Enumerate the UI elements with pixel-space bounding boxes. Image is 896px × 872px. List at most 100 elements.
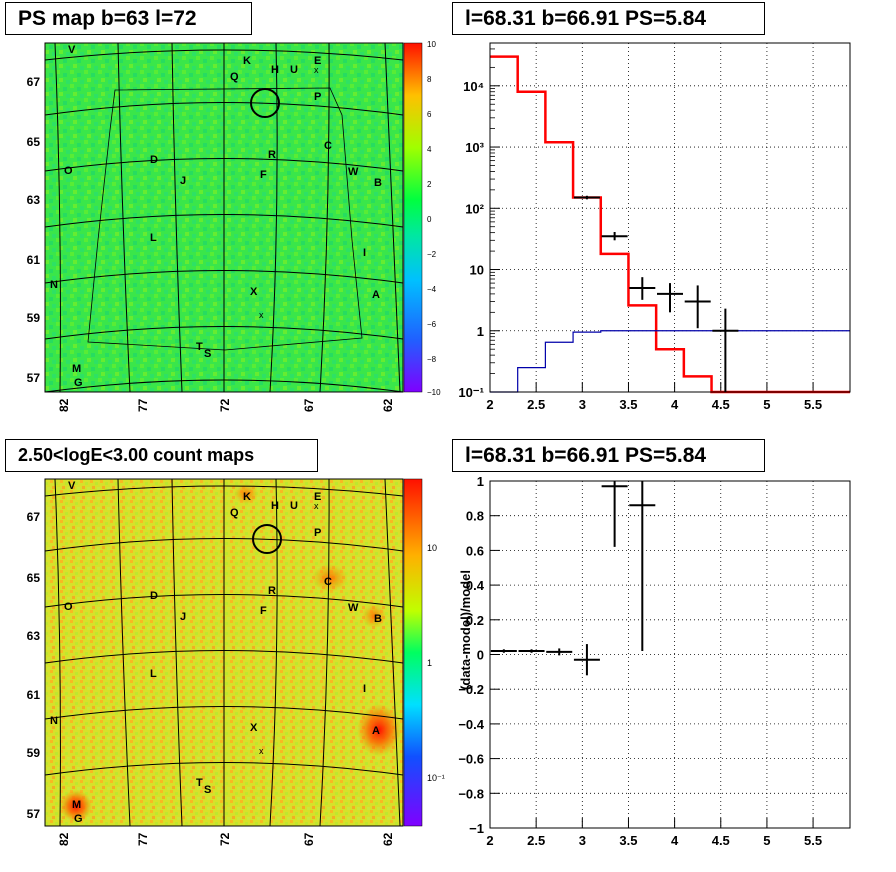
- map-y-ticks: 67 65 63 61 59 57: [27, 510, 41, 821]
- source-label: O: [64, 601, 73, 613]
- spectrum-y-ticks: 10⁻¹ 1 10 10² 10³ 10⁴: [458, 79, 484, 400]
- x-tick-label: 67: [302, 832, 316, 846]
- colorbar-tick-label: −8: [427, 355, 437, 364]
- colorbar-tick-label: 10: [427, 40, 436, 49]
- source-label: D: [150, 154, 158, 166]
- count-map-panel: V K E Q H U P O D B J F R C W L I N X A …: [27, 478, 445, 846]
- map-grid: [44, 478, 404, 827]
- x-tick-label: 2: [486, 397, 493, 412]
- y-tick-label: 57: [27, 807, 41, 821]
- source-label: X: [250, 722, 258, 734]
- ratio-grid: [489, 480, 850, 829]
- source-label: O: [64, 165, 73, 177]
- ps-map-panel: V K E Q H U P O D B J F R C W L I N X A …: [27, 40, 441, 412]
- x-tick-label: 62: [381, 832, 395, 846]
- source-label: U: [290, 64, 298, 76]
- source-label: C: [324, 576, 332, 588]
- source-label: G: [74, 813, 83, 825]
- x-tick-label: 3.5: [619, 833, 637, 848]
- x-tick-label: 3: [579, 397, 586, 412]
- colorbar-tick-label: 4: [427, 145, 432, 154]
- y-tick-label: −0.4: [458, 717, 484, 732]
- x-tick-label: 5: [763, 397, 770, 412]
- y-tick-label: 1: [477, 324, 484, 339]
- colorbar-tick-label: −2: [427, 250, 437, 259]
- x-tick-label: 5: [763, 833, 770, 848]
- source-label: L: [150, 668, 157, 680]
- x-tick-label: 72: [218, 832, 232, 846]
- source-label: C: [324, 140, 332, 152]
- source-label: M: [72, 799, 81, 811]
- source-label: S: [204, 784, 211, 796]
- ratio-series: [490, 481, 656, 676]
- y-tick-label: −0.6: [458, 752, 484, 767]
- ratio-x-ticks: 2 2.5 3 3.5 4 4.5 5 5.5: [486, 833, 822, 848]
- ps-map-title: PS map b=63 l=72: [5, 2, 252, 35]
- source-label: Q: [230, 71, 239, 83]
- source-label: B: [374, 177, 382, 189]
- y-tick-label: 57: [27, 371, 41, 385]
- ps-colorbar-ticks: 10 8 6 4 2 0 −2 −4 −6 −8 −10: [427, 40, 441, 397]
- ratio-frame: [489, 480, 851, 829]
- cross-marker: x: [314, 501, 319, 511]
- x-tick-label: 77: [136, 832, 150, 846]
- x-tick-label: 62: [381, 398, 395, 412]
- map-x-ticks: 82 77 72 67 62: [57, 398, 395, 412]
- y-tick-label: 61: [27, 688, 41, 702]
- ratio-y-ticks: 1 0.8 0.6 0.4 0.2 0 −0.2 −0.4 −0.6 −0.8 −1: [458, 474, 484, 836]
- x-tick-label: 4: [671, 397, 679, 412]
- source-label: V: [68, 44, 76, 56]
- count-map-frame: [44, 478, 404, 827]
- ps-map-frame: [44, 42, 404, 393]
- source-labels: V K E Q H U P O D B J F R C W L I N X A …: [50, 480, 382, 825]
- source-label: E: [314, 55, 321, 67]
- source-label: J: [180, 175, 186, 187]
- x-tick-label: 4: [671, 833, 679, 848]
- source-circle-marker: [252, 524, 282, 554]
- colorbar-tick-label: −6: [427, 320, 437, 329]
- spectrum-plot-area: [490, 43, 850, 392]
- source-label: N: [50, 715, 58, 727]
- x-tick-label: 4.5: [712, 397, 730, 412]
- y-tick-label: 67: [27, 75, 41, 89]
- ratio-title: l=68.31 b=66.91 PS=5.84: [452, 439, 765, 472]
- y-tick-label: 0.6: [466, 543, 484, 558]
- source-label: A: [372, 725, 380, 737]
- source-label: T: [196, 777, 203, 789]
- cross-marker: x: [259, 746, 264, 756]
- x-tick-label: 3: [579, 833, 586, 848]
- bright-source-K: [234, 484, 258, 504]
- source-label: G: [74, 377, 83, 389]
- spectrum-frame: [489, 42, 851, 393]
- x-tick-label: 67: [302, 398, 316, 412]
- y-tick-label: 0.8: [466, 509, 484, 524]
- x-tick-label: 2.5: [527, 397, 545, 412]
- y-tick-label: 10⁻¹: [458, 385, 484, 400]
- count-colorbar: [403, 478, 423, 827]
- y-tick-label: 10²: [465, 201, 484, 216]
- y-tick-label: 10: [470, 263, 484, 278]
- y-tick-label: 59: [27, 746, 41, 760]
- map-grid: [44, 42, 404, 393]
- source-label: W: [348, 166, 359, 178]
- source-circle-marker: [250, 88, 280, 118]
- colorbar-tick-label: 10⁻¹: [427, 773, 445, 783]
- y-tick-label: −0.8: [458, 786, 484, 801]
- x-tick-label: 5.5: [804, 833, 822, 848]
- source-label: Q: [230, 507, 239, 519]
- x-tick-label: 2: [486, 833, 493, 848]
- colorbar-tick-label: −4: [427, 285, 437, 294]
- spectrum-x-ticks: 2 2.5 3 3.5 4 4.5 5 5.5: [486, 397, 822, 412]
- source-label: N: [50, 279, 58, 291]
- source-label: K: [243, 491, 251, 503]
- y-tick-label: 10⁴: [463, 79, 484, 94]
- source-label: E: [314, 491, 321, 503]
- spectrum-panel: 2 2.5 3 3.5 4 4.5 5 5.5 10⁻¹ 1 10 10² 10³ 10⁴: [458, 42, 851, 412]
- y-tick-label: 61: [27, 253, 41, 267]
- source-label: X: [250, 286, 258, 298]
- x-tick-label: 82: [57, 398, 71, 412]
- source-label: A: [372, 289, 380, 301]
- y-tick-label: 63: [27, 629, 41, 643]
- cross-marker: x: [259, 310, 264, 320]
- y-tick-label: 59: [27, 311, 41, 325]
